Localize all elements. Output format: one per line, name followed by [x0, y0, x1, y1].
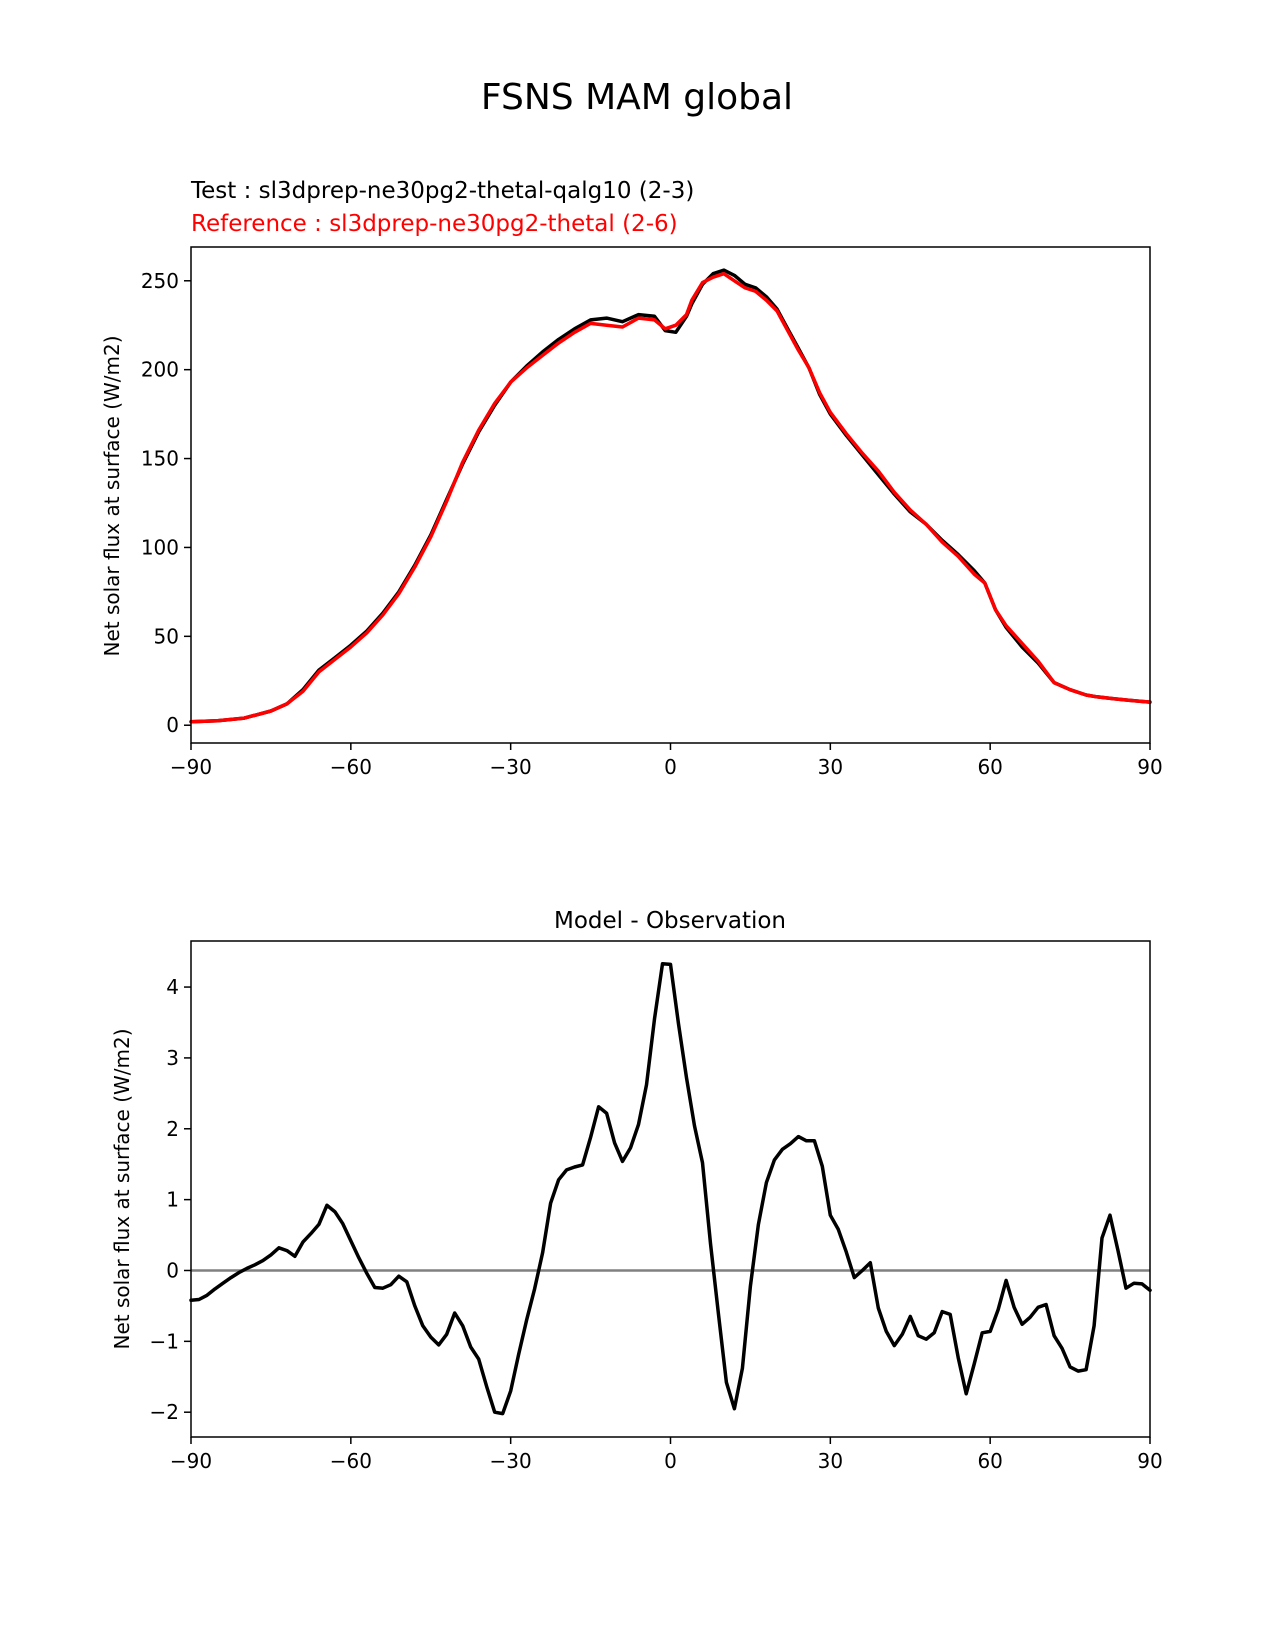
bottom-x-tick-label: 60: [977, 1449, 1002, 1473]
top-reference-line: [189, 271, 1152, 724]
top-x-tick-label: 60: [977, 755, 1002, 779]
top-x-tick-label: 90: [1137, 755, 1162, 779]
top-series: [189, 268, 1152, 724]
top-panel: Test : sl3dprep-ne30pg2-thetal-qalg10 (2…: [100, 178, 1163, 779]
bottom-x-tick-label: 0: [664, 1449, 677, 1473]
top-y-tick-label: 200: [141, 358, 179, 382]
top-x-tick-label: 30: [818, 755, 843, 779]
bottom-panel-title: Model - Observation: [554, 908, 786, 934]
bottom-panel: Model - Observation Net solar flux at su…: [110, 908, 1163, 1473]
top-y-tick-label: 250: [141, 269, 179, 293]
bottom-x-tick-label: −30: [490, 1449, 532, 1473]
test-label: Test : sl3dprep-ne30pg2-thetal-qalg10 (2…: [190, 178, 694, 204]
bottom-y-tick-label: 1: [166, 1188, 179, 1212]
bottom-y-tick-label: −2: [150, 1400, 179, 1424]
bottom-y-tick-label: 2: [166, 1117, 179, 1141]
bottom-x-tick-label: 30: [818, 1449, 843, 1473]
top-y-tick-label: 0: [166, 713, 179, 737]
top-y-tick-label: 50: [154, 624, 179, 648]
top-x-tick-label: 0: [664, 755, 677, 779]
top-y-tick-label: 150: [141, 447, 179, 471]
reference-label: Reference : sl3dprep-ne30pg2-thetal (2-6…: [191, 211, 678, 237]
top-x-tick-label: −60: [330, 755, 372, 779]
bottom-y-tick-label: 4: [166, 975, 179, 999]
figure-title: FSNS MAM global: [481, 77, 793, 118]
bottom-x-tick-label: −60: [330, 1449, 372, 1473]
top-x-tick-label: −30: [490, 755, 532, 779]
bottom-x-tick-label: −90: [170, 1449, 212, 1473]
top-test-line: [189, 268, 1152, 724]
bottom-plot-frame: [190, 940, 1151, 1438]
top-ticks: −90 −60 −30 0 30 60 90 0 50 100 150 200 250: [141, 269, 1163, 779]
bottom-ticks: −90 −60 −30 0 30 60 90 −2 −1 0 1 2 3 4: [150, 975, 1163, 1473]
top-x-tick-label: −90: [170, 755, 212, 779]
bottom-difference-line: [189, 961, 1152, 1416]
top-y-tick-label: 100: [141, 535, 179, 559]
bottom-y-axis-label: Net solar flux at surface (W/m2): [110, 1028, 134, 1349]
top-plot-frame: [190, 246, 1151, 744]
bottom-x-tick-label: 90: [1137, 1449, 1162, 1473]
bottom-y-tick-label: −1: [150, 1329, 179, 1353]
bottom-y-tick-label: 3: [166, 1046, 179, 1070]
top-y-axis-label: Net solar flux at surface (W/m2): [100, 335, 124, 656]
bottom-y-tick-label: 0: [166, 1258, 179, 1282]
bottom-series: [189, 961, 1152, 1416]
